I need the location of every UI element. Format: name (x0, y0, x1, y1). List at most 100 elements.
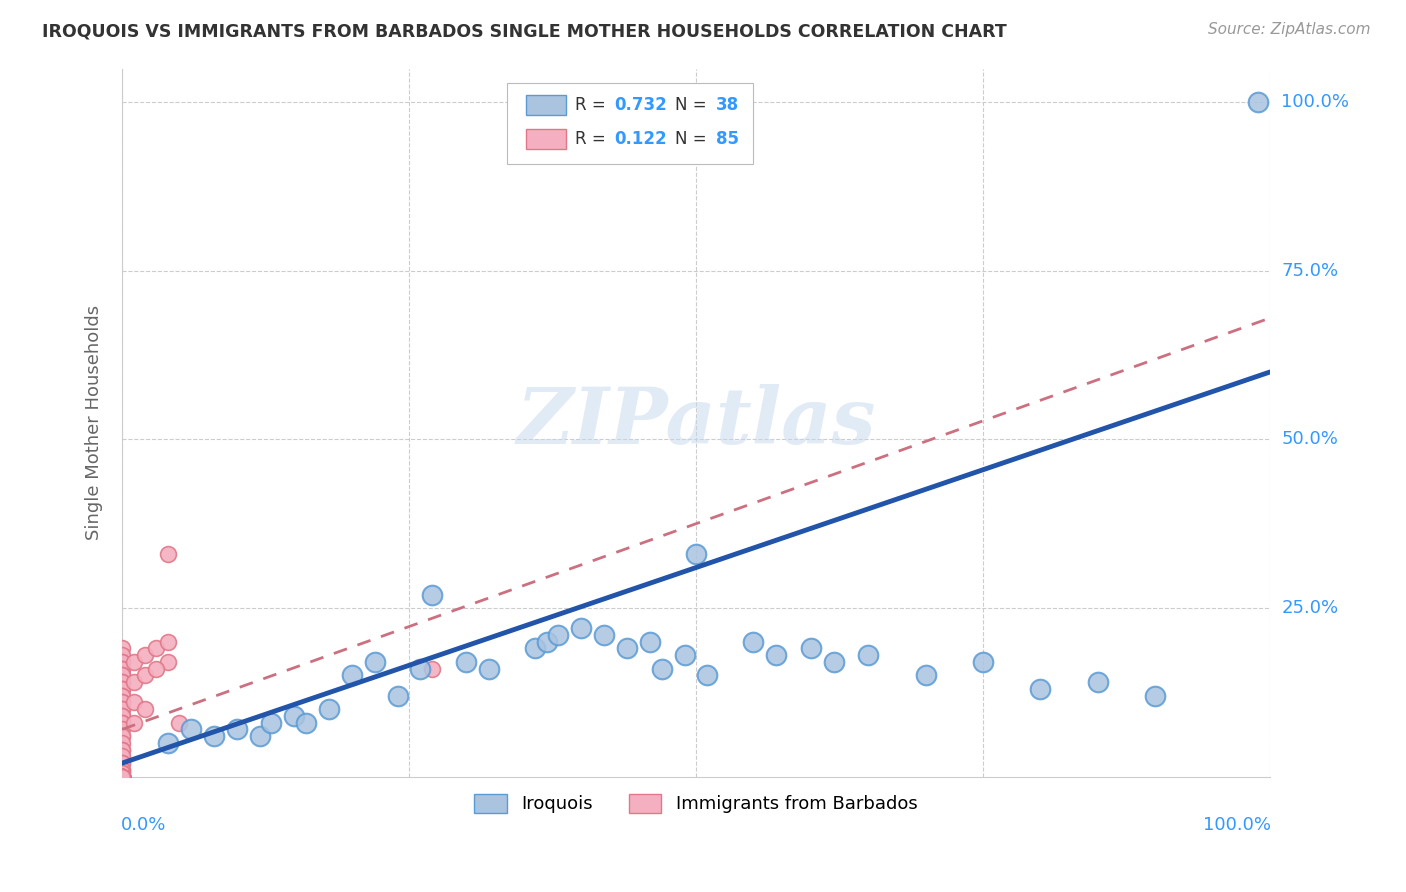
Point (111, 689, 134, 703)
Point (180, 723, 202, 737)
Point (111, 770, 134, 784)
Point (111, 770, 134, 784)
Point (111, 668, 134, 682)
Point (111, 770, 134, 784)
Point (156, 655, 179, 669)
Point (111, 770, 134, 784)
Point (134, 648, 156, 663)
Text: 85: 85 (716, 129, 738, 147)
Point (363, 655, 385, 669)
Point (111, 655, 134, 669)
Point (111, 756, 134, 771)
Point (1247, 95, 1270, 110)
Point (111, 770, 134, 784)
Point (111, 770, 134, 784)
Point (122, 655, 145, 669)
Text: ZIPatlas: ZIPatlas (516, 384, 876, 461)
Point (111, 770, 134, 784)
Point (111, 766, 134, 780)
Text: 75.0%: 75.0% (1281, 262, 1339, 280)
Point (616, 641, 638, 656)
Point (111, 770, 134, 784)
Bar (526, 95, 567, 114)
Point (524, 641, 547, 656)
Text: 0.0%: 0.0% (121, 815, 166, 833)
Point (111, 770, 134, 784)
Point (111, 715, 134, 730)
Point (111, 770, 134, 784)
Point (111, 770, 134, 784)
Point (111, 702, 134, 716)
Point (111, 770, 134, 784)
Point (260, 715, 283, 730)
Point (111, 668, 134, 682)
Point (340, 668, 363, 682)
Point (111, 770, 134, 784)
Text: 0.732: 0.732 (614, 95, 668, 113)
Point (111, 681, 134, 696)
Point (134, 702, 156, 716)
Point (111, 770, 134, 784)
Point (696, 668, 718, 682)
Text: 50.0%: 50.0% (1281, 431, 1339, 449)
Point (294, 715, 316, 730)
Text: 0.122: 0.122 (614, 129, 666, 147)
Point (111, 709, 134, 723)
Point (456, 655, 478, 669)
Point (111, 770, 134, 784)
Text: N =: N = (675, 95, 713, 113)
Point (111, 681, 134, 696)
Text: R =: R = (575, 95, 612, 113)
Point (111, 763, 134, 777)
Point (145, 641, 167, 656)
Point (1087, 675, 1109, 690)
Point (387, 689, 409, 703)
Point (800, 641, 823, 656)
Point (111, 702, 134, 716)
Point (156, 547, 179, 561)
Point (111, 770, 134, 784)
Point (420, 662, 443, 676)
Legend: Iroquois, Immigrants from Barbados: Iroquois, Immigrants from Barbados (467, 787, 925, 821)
Point (145, 662, 167, 676)
Point (111, 655, 134, 669)
Point (111, 770, 134, 784)
Point (111, 770, 134, 784)
Point (122, 675, 145, 690)
Point (111, 770, 134, 784)
Point (765, 648, 787, 663)
Text: 100.0%: 100.0% (1281, 94, 1350, 112)
Point (134, 668, 156, 682)
Point (111, 770, 134, 784)
Point (742, 634, 765, 648)
Point (823, 655, 845, 669)
Point (478, 662, 501, 676)
Bar (526, 128, 567, 149)
Point (1029, 681, 1052, 696)
Point (111, 766, 134, 780)
Point (111, 729, 134, 743)
Point (111, 770, 134, 784)
Point (122, 695, 145, 709)
Point (651, 662, 673, 676)
Text: 100.0%: 100.0% (1204, 815, 1271, 833)
Text: Source: ZipAtlas.com: Source: ZipAtlas.com (1208, 22, 1371, 37)
Text: N =: N = (675, 129, 713, 147)
Point (111, 742, 134, 756)
Point (249, 729, 271, 743)
Point (111, 770, 134, 784)
Point (111, 770, 134, 784)
Point (111, 770, 134, 784)
Point (111, 736, 134, 750)
Point (111, 763, 134, 777)
Point (111, 648, 134, 663)
Point (111, 770, 134, 784)
Point (111, 709, 134, 723)
Point (111, 729, 134, 743)
Text: 25.0%: 25.0% (1281, 599, 1339, 617)
Point (111, 770, 134, 784)
Point (318, 702, 340, 716)
Point (111, 723, 134, 737)
Point (111, 715, 134, 730)
Point (685, 547, 707, 561)
